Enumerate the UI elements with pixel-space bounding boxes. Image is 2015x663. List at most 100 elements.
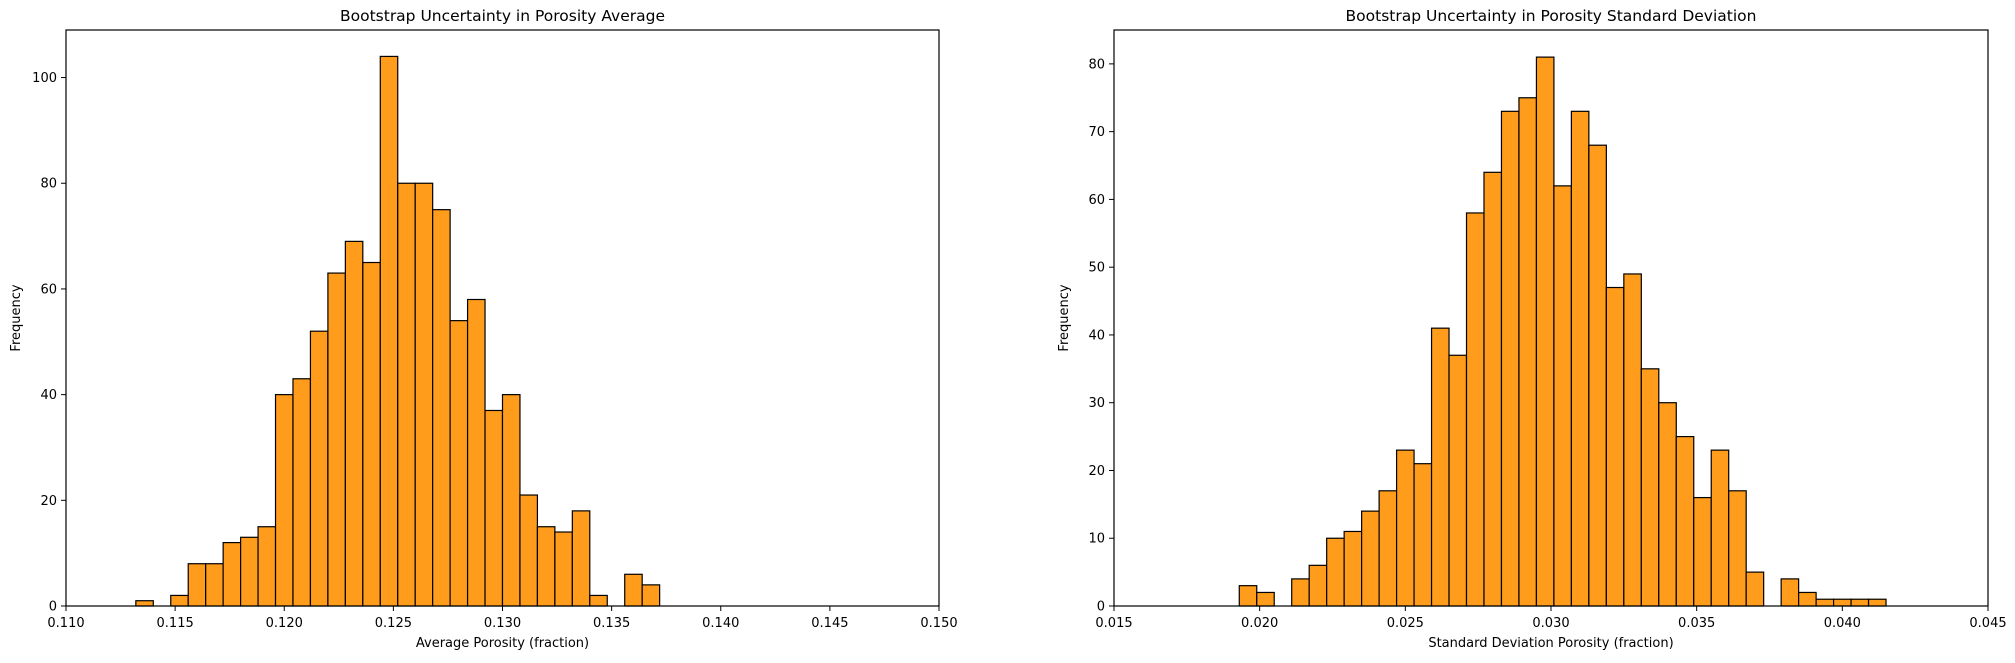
right-chart-bar [1675, 435, 1695, 607]
right-chart: 0.015 0.020 0.025 0.030 0.035 0.040 0.045 0 10 20… [1057, 7, 2007, 651]
right-chart-bar [1256, 591, 1275, 607]
right-chart-x-tick-label: 0.020 [1241, 616, 1278, 631]
left-chart-x-axis-label: Average Porosity (fraction) [416, 636, 589, 651]
left-chart-bar [292, 378, 312, 607]
left-chart-bar [379, 55, 399, 607]
left-chart: 0.110 0.115 0.120 0.125 0.130 0.135 0.140 0.145… [9, 7, 958, 651]
right-chart-y-tick-label: 0 [1097, 600, 1105, 615]
left-chart-bar [187, 563, 207, 607]
right-chart-bar [1483, 171, 1503, 607]
left-chart-title: Bootstrap Uncertainty in Porosity Averag… [340, 7, 665, 25]
right-chart-bar [1448, 354, 1468, 607]
left-chart-y-tick-label: 60 [40, 282, 57, 297]
right-chart-y-tick-label: 40 [1088, 328, 1105, 343]
right-chart-bar [1326, 537, 1345, 607]
left-chart-bar [589, 594, 608, 607]
left-chart-x-tick-label: 0.135 [593, 616, 630, 631]
left-chart-bar [274, 394, 294, 607]
left-chart-bar [554, 531, 573, 607]
right-chart-bar [1395, 449, 1415, 607]
right-chart-bar [1378, 490, 1398, 607]
left-chart-bar [205, 563, 224, 607]
left-chart-y-axis-label: Frequency [9, 284, 24, 351]
left-chart-bar [222, 541, 242, 607]
right-chart-y-tick-label: 20 [1088, 464, 1105, 479]
left-chart-y-ticks: 0 20 40 60 80 100 [32, 71, 66, 615]
left-chart-x-tick-label: 0.120 [266, 616, 303, 631]
right-chart-bars [1238, 56, 1887, 607]
right-chart-bar [1728, 490, 1747, 607]
left-chart-y-tick-label: 100 [32, 71, 57, 86]
right-chart-bar [1570, 110, 1590, 607]
right-chart-bar [1588, 144, 1607, 607]
right-chart-y-tick-label: 70 [1088, 125, 1105, 140]
left-chart-bar [170, 594, 189, 607]
right-chart-y-axis-label: Frequency [1057, 284, 1072, 351]
right-chart-bar [1361, 510, 1380, 607]
left-chart-bar [362, 261, 381, 607]
right-chart-y-ticks: 0 10 20 30 40 50 60 70 80 [1088, 57, 1114, 615]
left-chart-bar [449, 320, 469, 607]
left-chart-bar [135, 600, 154, 607]
left-chart-bar [257, 526, 277, 607]
left-chart-bar [414, 182, 434, 607]
right-chart-bar [1658, 402, 1677, 607]
left-chart-x-ticks: 0.110 0.115 0.120 0.125 0.130 0.135 0.140 0.145… [47, 606, 958, 631]
right-chart-bar [1518, 97, 1538, 607]
right-chart-y-tick-label: 10 [1088, 532, 1105, 547]
right-chart-bar [1500, 110, 1520, 607]
right-chart-x-ticks: 0.015 0.020 0.025 0.030 0.035 0.040 0.045 [1095, 606, 2007, 631]
left-chart-x-tick-label: 0.110 [47, 616, 84, 631]
right-chart-bar [1430, 327, 1450, 607]
left-chart-y-tick-label: 20 [40, 494, 57, 509]
right-chart-bar [1867, 598, 1887, 607]
right-chart-bar [1623, 273, 1642, 607]
right-chart-title: Bootstrap Uncertainty in Porosity Standa… [1346, 7, 1757, 25]
left-chart-x-tick-label: 0.140 [702, 616, 739, 631]
right-chart-y-tick-label: 50 [1088, 261, 1105, 276]
left-chart-bar [466, 298, 486, 607]
right-chart-bar [1605, 286, 1625, 607]
left-chart-bar [641, 584, 661, 607]
right-chart-x-axis-label: Standard Deviation Porosity (fraction) [1428, 636, 1673, 651]
right-chart-bar [1535, 56, 1555, 607]
right-chart-y-tick-label: 60 [1088, 193, 1105, 208]
left-chart-x-tick-label: 0.150 [920, 616, 957, 631]
right-chart-bar [1832, 598, 1852, 607]
left-chart-x-tick-label: 0.145 [811, 616, 848, 631]
right-chart-bar [1815, 598, 1835, 607]
right-chart-x-tick-label: 0.025 [1387, 616, 1424, 631]
right-chart-bar [1291, 578, 1310, 607]
right-chart-x-tick-label: 0.035 [1678, 616, 1715, 631]
left-chart-bar [240, 536, 259, 607]
right-chart-bar [1343, 530, 1363, 607]
right-chart-bar [1693, 496, 1712, 607]
right-chart-bar [1413, 463, 1433, 607]
left-chart-x-tick-label: 0.115 [157, 616, 194, 631]
right-chart-y-tick-label: 80 [1088, 57, 1105, 72]
right-chart-bar [1640, 368, 1660, 607]
left-chart-y-tick-label: 0 [49, 600, 57, 615]
right-chart-bar [1780, 578, 1800, 607]
right-chart-bar [1308, 564, 1328, 607]
left-chart-bar [571, 510, 591, 607]
left-chart-bar [519, 494, 539, 607]
left-chart-y-tick-label: 40 [40, 388, 57, 403]
right-chart-bar [1710, 449, 1730, 607]
right-chart-x-tick-label: 0.040 [1824, 616, 1861, 631]
left-chart-bar [327, 272, 346, 607]
right-chart-x-tick-label: 0.015 [1095, 616, 1132, 631]
left-chart-bar [501, 394, 521, 607]
right-chart-bar [1553, 185, 1572, 607]
left-chart-bars [135, 55, 661, 607]
right-chart-bar [1465, 212, 1485, 607]
left-chart-y-tick-label: 80 [40, 177, 57, 192]
left-chart-x-tick-label: 0.130 [484, 616, 521, 631]
right-chart-y-tick-label: 30 [1088, 396, 1105, 411]
left-chart-bar [309, 330, 329, 607]
left-chart-bar [397, 182, 416, 607]
right-chart-bar [1850, 598, 1870, 607]
right-chart-x-tick-label: 0.030 [1532, 616, 1569, 631]
